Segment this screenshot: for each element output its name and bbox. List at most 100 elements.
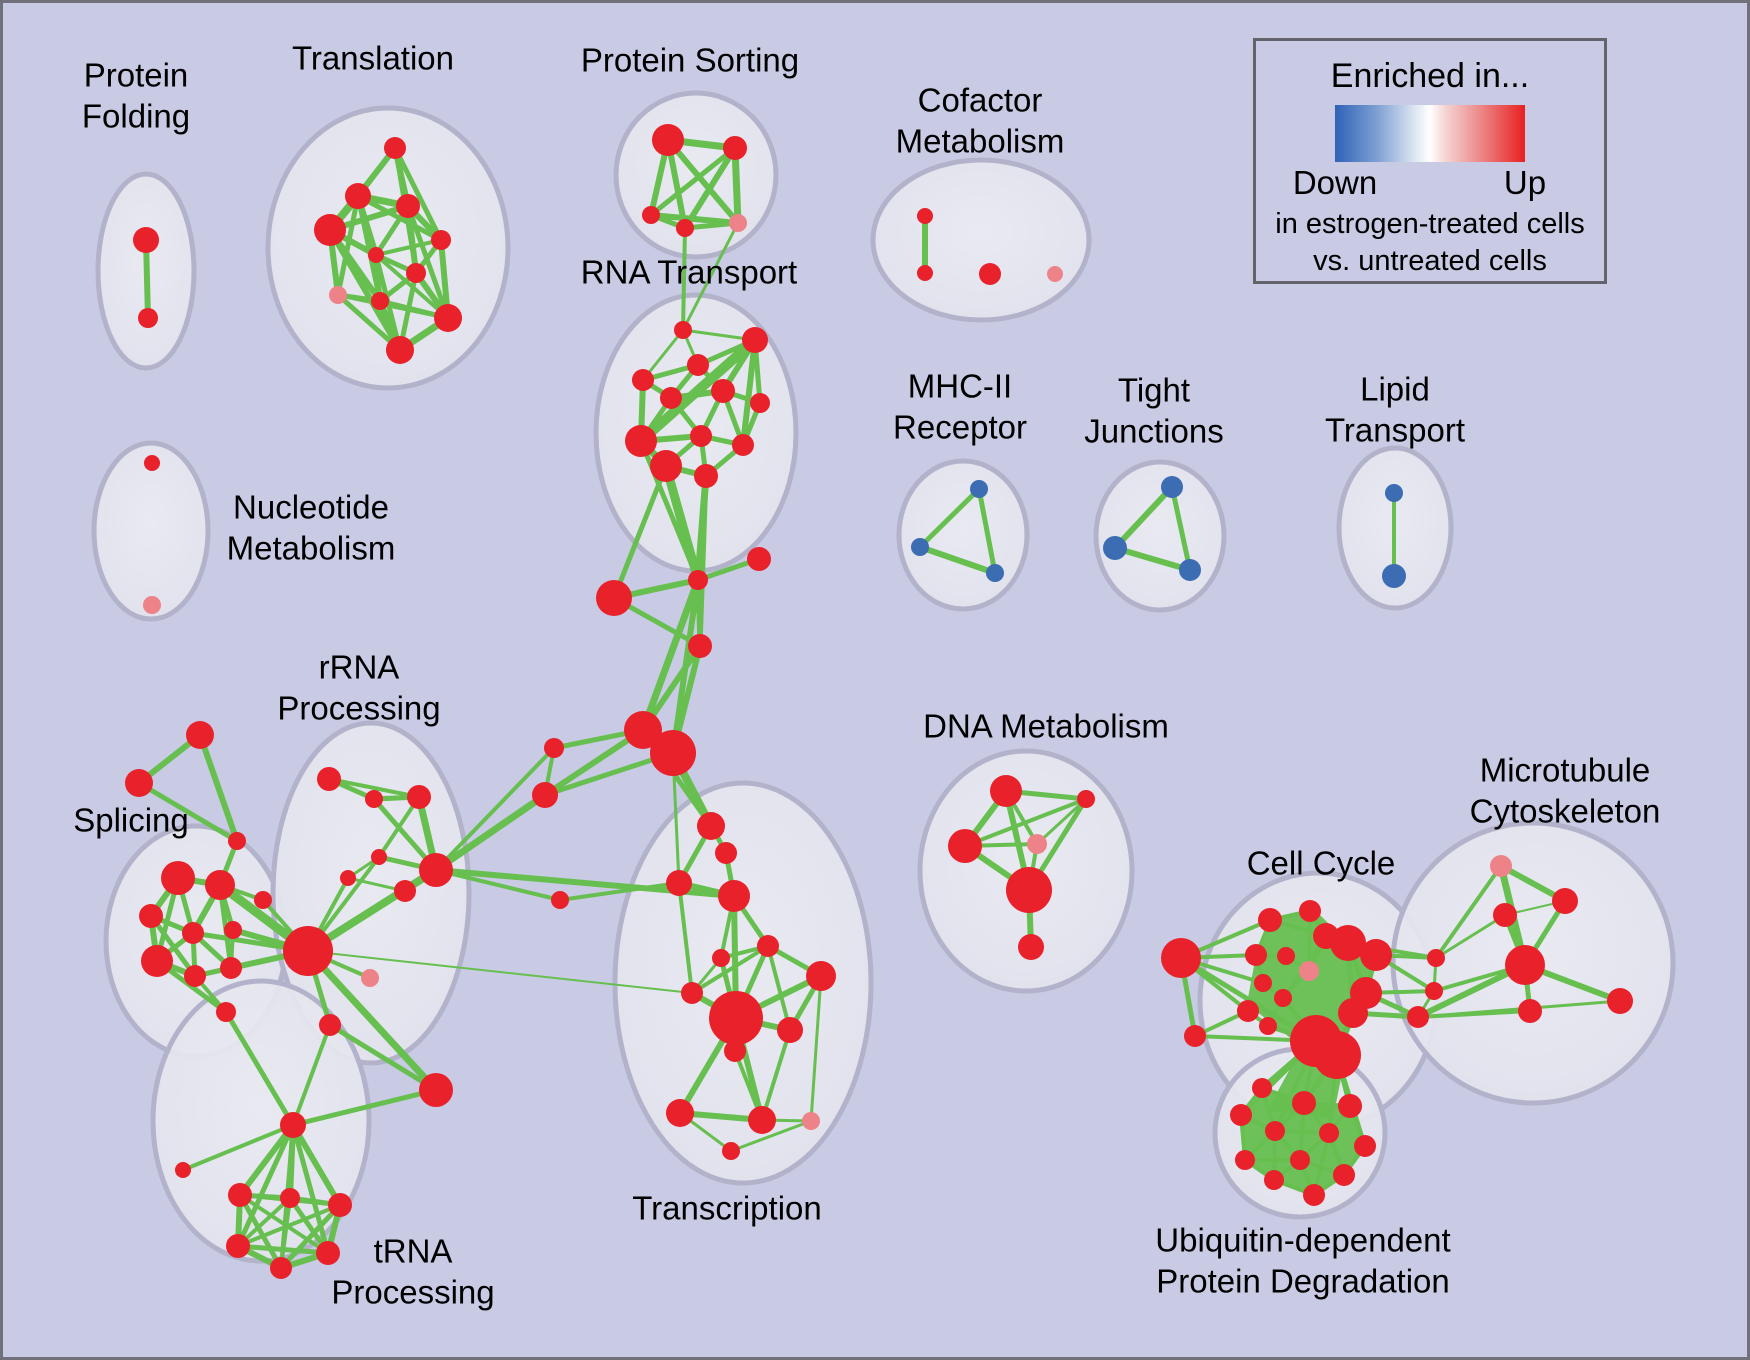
geneset-node-r3 xyxy=(407,785,431,809)
geneset-node-x4 xyxy=(718,880,750,912)
edge-ps1-ps5 xyxy=(665,137,741,226)
geneset-node-x5 xyxy=(757,935,779,957)
geneset-node-rt9 xyxy=(690,425,712,447)
cluster-label-trna-processing-line2: Processing xyxy=(331,1274,494,1311)
geneset-node-t10 xyxy=(434,304,462,332)
geneset-node-x11 xyxy=(724,1040,746,1062)
edge-cp1-c6 xyxy=(542,727,646,798)
legend-title: Enriched in... xyxy=(1330,57,1530,95)
geneset-node-cc5 xyxy=(1360,939,1392,971)
edge-c8-x3 xyxy=(558,881,681,902)
geneset-node-u7 xyxy=(1354,1135,1376,1157)
edge-r11-trH xyxy=(290,1087,439,1128)
edge-b1-m3 xyxy=(1434,913,1507,960)
geneset-node-u8 xyxy=(1235,1150,1255,1170)
geneset-node-cp2 xyxy=(650,730,696,776)
geneset-node-mh1 xyxy=(970,480,988,498)
geneset-node-t1 xyxy=(384,137,406,159)
geneset-node-cm3 xyxy=(979,263,1001,285)
geneset-node-cb2 xyxy=(1313,1031,1361,1079)
edge-r3-r4 xyxy=(377,795,421,859)
geneset-node-tj3 xyxy=(1179,559,1201,581)
geneset-node-ps1 xyxy=(652,124,684,156)
geneset-node-x2 xyxy=(715,842,737,864)
geneset-node-m1 xyxy=(1490,855,1512,877)
edge-x5-x8 xyxy=(690,944,770,995)
geneset-node-c8 xyxy=(551,891,569,909)
geneset-node-d2 xyxy=(1077,790,1095,808)
geneset-node-s9 xyxy=(220,957,242,979)
edge-ccL-cb1 xyxy=(1178,955,1319,1044)
cluster-label-microtubule-cytoskeleton-line2: Cytoskeleton xyxy=(1470,793,1661,830)
edge-rHub-r11 xyxy=(304,947,440,1094)
legend-endpoint-labels: Down Up xyxy=(1293,164,1546,206)
edge-s10-trH xyxy=(223,1009,296,1128)
geneset-node-t7 xyxy=(406,263,426,283)
geneset-node-c1 xyxy=(596,580,632,616)
network-nodes xyxy=(125,124,1633,1279)
edge-mh2-mh3 xyxy=(917,544,998,576)
edge-c2-cp1 xyxy=(639,576,702,734)
geneset-node-x13 xyxy=(748,1106,776,1134)
edge-r12-trH xyxy=(291,1023,332,1127)
geneset-node-r1 xyxy=(317,767,341,791)
edge-ps3-ps5 xyxy=(648,212,741,226)
geneset-node-b2 xyxy=(1425,982,1443,1000)
geneset-node-cc11 xyxy=(1237,1000,1259,1022)
cluster-label-splicing: Splicing xyxy=(73,802,189,839)
geneset-node-m2 xyxy=(1552,888,1578,914)
geneset-node-pf1 xyxy=(133,227,159,253)
cluster-label-protein-folding-line2: Folding xyxy=(82,98,190,135)
geneset-node-d5 xyxy=(1006,867,1052,913)
geneset-node-tj2 xyxy=(1103,536,1127,560)
geneset-node-mh2 xyxy=(911,538,929,556)
edge-t4-t11 xyxy=(327,227,403,353)
edge-x14-x15 xyxy=(729,1119,813,1153)
geneset-node-tr6 xyxy=(270,1257,292,1279)
geneset-node-r8 xyxy=(361,969,379,987)
geneset-node-m3 xyxy=(1493,903,1517,927)
cluster-label-tight-junctions-line1: Tight xyxy=(1118,372,1190,409)
geneset-node-rt6 xyxy=(660,387,682,409)
legend-subtitle-line2: vs. untreated cells xyxy=(1313,245,1547,277)
edge-trH-tr5 xyxy=(290,1122,331,1256)
legend-gradient-bar xyxy=(1335,105,1525,162)
edge-t3-t10 xyxy=(405,203,451,321)
geneset-node-cc8 xyxy=(1299,961,1319,981)
cluster-label-dna-metabolism: DNA Metabolism xyxy=(923,708,1169,745)
geneset-node-x9 xyxy=(709,991,763,1045)
edge-trH-tr3 xyxy=(290,1122,343,1208)
geneset-node-u12 xyxy=(1303,1184,1325,1206)
geneset-node-m6 xyxy=(1518,999,1542,1023)
edge-r1-r3 xyxy=(327,777,421,799)
cluster-labels: Protein Folding Translation Protein Sorting… xyxy=(73,40,1660,1311)
cluster-label-nucleotide-metabolism-line2: Metabolism xyxy=(227,530,396,567)
geneset-node-cc15 xyxy=(1184,1025,1206,1047)
geneset-node-cc4 xyxy=(1330,925,1366,961)
geneset-node-rt11 xyxy=(650,450,682,482)
geneset-node-spc xyxy=(228,832,246,850)
geneset-node-u3 xyxy=(1338,1094,1362,1118)
edge-b1-m1 xyxy=(1434,864,1503,960)
geneset-node-rt8 xyxy=(625,425,657,457)
geneset-node-u4 xyxy=(1230,1104,1252,1126)
geneset-node-rt1 xyxy=(674,321,692,339)
geneset-node-tr2 xyxy=(280,1188,300,1208)
geneset-node-s6 xyxy=(254,891,272,909)
geneset-node-c5 xyxy=(544,738,564,758)
edge-pf1-pf2 xyxy=(143,237,151,321)
edge-tr3-tr6 xyxy=(278,1202,343,1271)
edge-ps4-rt1 xyxy=(681,226,687,332)
geneset-node-rt12 xyxy=(694,464,718,488)
geneset-node-rt7 xyxy=(750,393,770,413)
edge-t5-t6 xyxy=(374,238,443,257)
geneset-node-u2 xyxy=(1292,1091,1316,1115)
edge-ps2-ps3 xyxy=(648,145,738,218)
geneset-node-cc12 xyxy=(1259,1017,1277,1035)
geneset-node-u1 xyxy=(1252,1078,1272,1098)
geneset-node-m5 xyxy=(1607,988,1633,1014)
edge-d2-d3 xyxy=(963,797,1088,848)
geneset-node-rt10 xyxy=(732,434,754,456)
edge-rt11-c1 xyxy=(611,463,669,601)
